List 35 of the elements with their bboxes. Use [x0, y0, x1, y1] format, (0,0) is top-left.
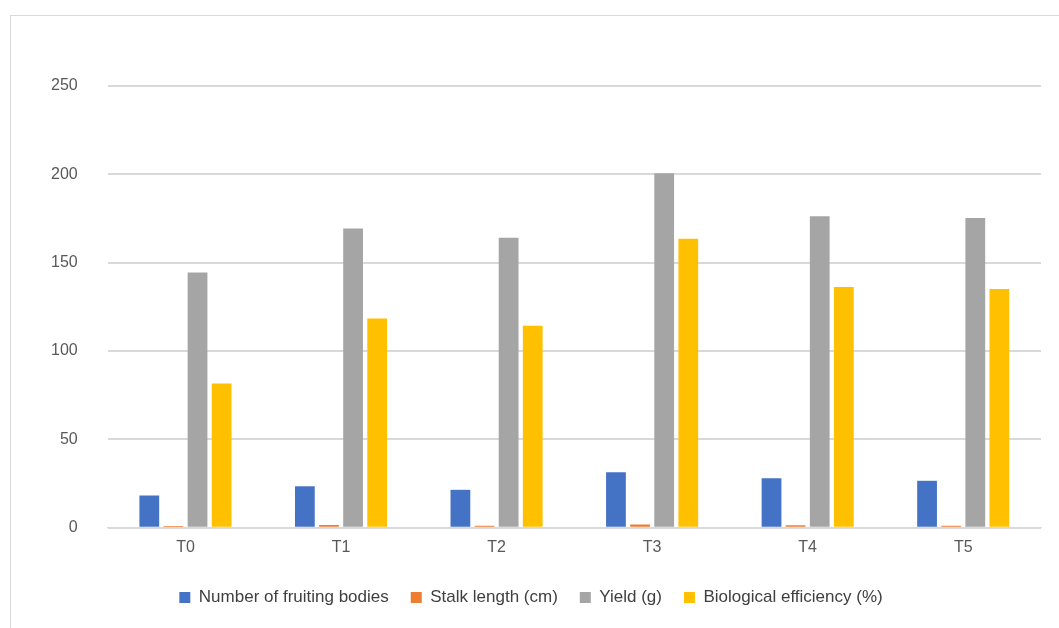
bar	[630, 524, 650, 527]
bar	[917, 480, 937, 527]
x-tick-label: T2	[487, 537, 507, 555]
bar	[809, 216, 830, 527]
legend-label: Number of fruiting bodies	[198, 587, 389, 607]
bar	[450, 489, 471, 527]
bar	[294, 486, 315, 527]
x-tick-label: T3	[642, 537, 662, 555]
bar	[211, 383, 232, 527]
y-tick-label: 50	[59, 429, 78, 447]
x-tick-label: T5	[953, 537, 973, 555]
bar	[522, 325, 543, 527]
bar	[367, 318, 388, 527]
legend-label: Yield (g)	[599, 587, 662, 607]
bar	[965, 218, 986, 527]
bar	[343, 228, 363, 527]
bar	[989, 288, 1010, 527]
y-tick-label: 0	[68, 518, 78, 536]
y-tick-label: 250	[50, 76, 78, 94]
bar	[654, 173, 675, 527]
y-tick-label: 150	[50, 253, 78, 271]
bar	[761, 478, 782, 527]
legend-label: Stalk length (cm)	[430, 587, 558, 607]
x-tick-label: T4	[798, 537, 818, 555]
bar	[139, 495, 160, 527]
bar	[606, 472, 626, 527]
bar	[678, 238, 699, 527]
x-tick-label: T1	[331, 537, 351, 555]
bar	[187, 272, 208, 527]
y-tick-label: 100	[50, 341, 78, 359]
x-tick-label: T0	[176, 537, 195, 555]
legend-label: Biological efficiency (%)	[703, 587, 883, 607]
y-tick-label: 200	[50, 164, 78, 182]
bar	[833, 287, 854, 527]
bar	[498, 237, 519, 527]
